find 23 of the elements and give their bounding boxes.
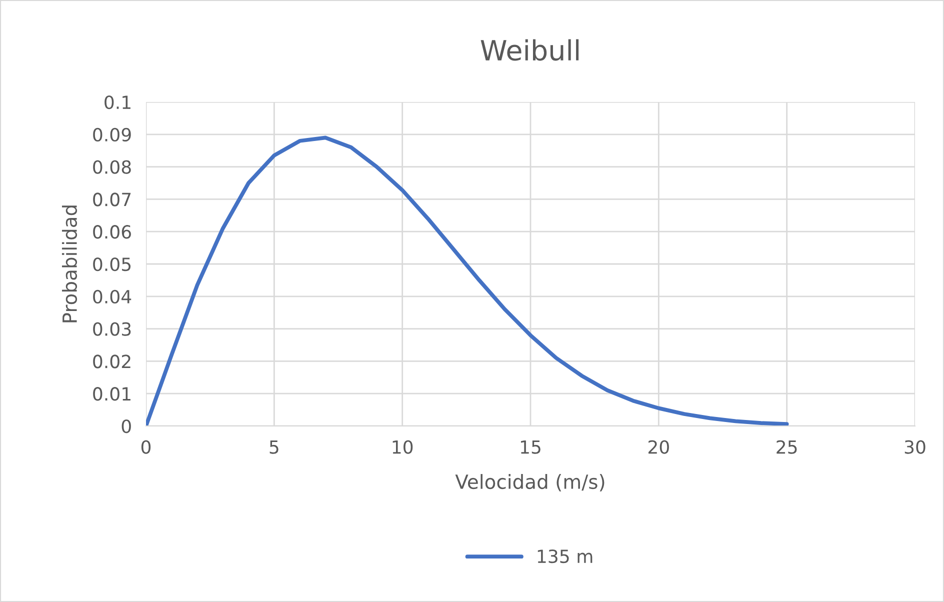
x-tick-label: 5: [270, 440, 278, 454]
y-tick-label: 0.07: [93, 192, 131, 206]
y-tick-label: 0.08: [93, 160, 131, 174]
y-tick-label: 0.04: [93, 290, 132, 304]
y-tick-label: 0: [122, 419, 131, 434]
y-tick-label: 0.02: [93, 354, 130, 368]
line-series: [146, 136, 789, 426]
x-tick-label: 20: [648, 440, 669, 454]
y-tick-label: 0.05: [93, 257, 131, 272]
x-tick-label: 30: [904, 440, 926, 454]
y-axis-title: Probabilidad: [62, 206, 78, 322]
x-tick-label: 25: [776, 440, 797, 454]
y-tick-label: 0.03: [93, 322, 131, 336]
legend-label: 135 m: [538, 549, 592, 564]
x-tick-label: 0: [141, 440, 151, 454]
chart-title: Weibull: [480, 39, 579, 61]
y-tick-label: 0.06: [93, 225, 131, 239]
x-tick-label: 10: [392, 440, 413, 454]
x-axis-title: Velocidad (m/s): [455, 474, 604, 492]
y-tick-label: 0.01: [93, 387, 130, 401]
y-tick-label: 0.09: [93, 128, 131, 142]
y-tick-label: 0.1: [104, 95, 130, 110]
x-tick-label: 15: [520, 440, 540, 454]
